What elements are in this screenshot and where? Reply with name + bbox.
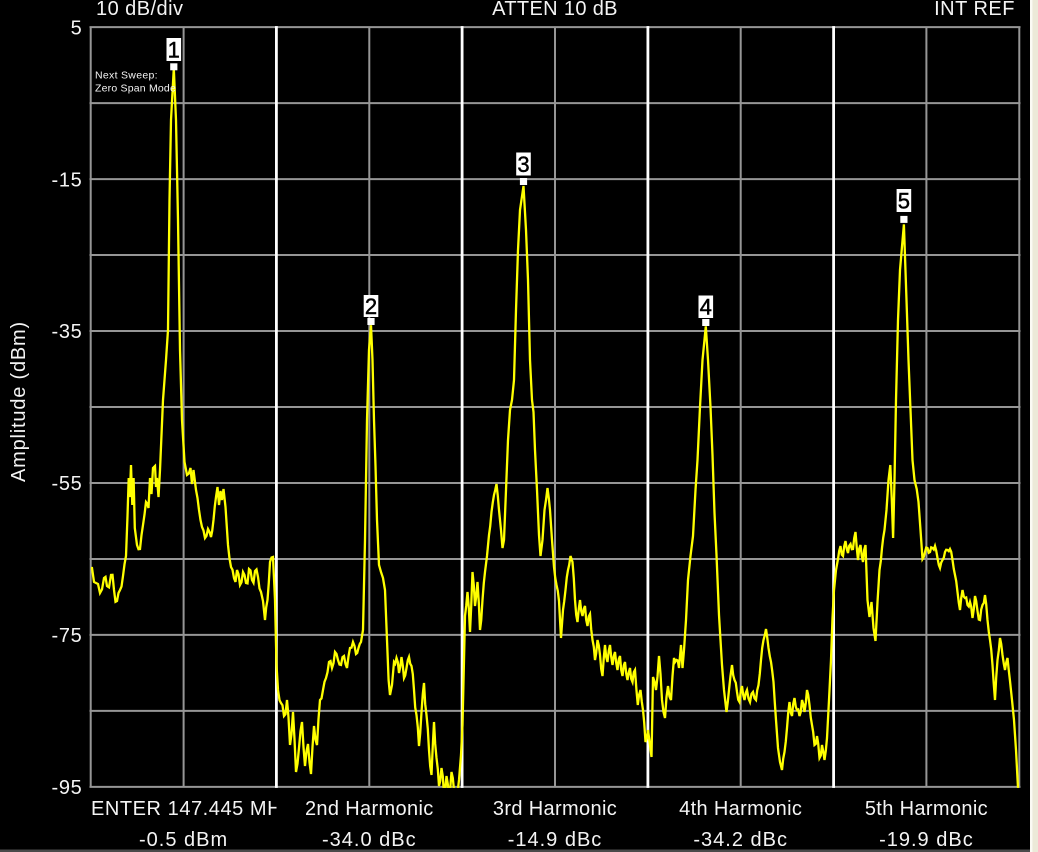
svg-text:-15: -15 [51, 169, 82, 191]
svg-text:-75: -75 [51, 625, 82, 647]
svg-text:ATTEN 10 dB: ATTEN 10 dB [492, 0, 618, 20]
svg-text:3rd Harmonic: 3rd Harmonic [493, 798, 617, 820]
svg-text:ENTER 147.445 MHz: ENTER 147.445 MHz [91, 798, 293, 820]
svg-text:5: 5 [898, 188, 910, 213]
svg-text:10 dB/div: 10 dB/div [96, 0, 183, 20]
svg-text:5: 5 [71, 17, 83, 39]
svg-text:2nd Harmonic: 2nd Harmonic [305, 798, 434, 820]
svg-text:-0.5 dBm: -0.5 dBm [139, 829, 228, 851]
svg-text:-19.9 dBc: -19.9 dBc [879, 829, 974, 851]
svg-text:1: 1 [168, 37, 180, 62]
svg-text:-35: -35 [51, 321, 82, 343]
svg-text:-95: -95 [51, 777, 82, 799]
svg-text:Amplitude (dBm): Amplitude (dBm) [8, 321, 30, 482]
svg-text:-55: -55 [51, 473, 82, 495]
svg-text:4: 4 [700, 295, 712, 320]
svg-text:5th Harmonic: 5th Harmonic [865, 798, 988, 820]
svg-text:Next Sweep:: Next Sweep: [95, 70, 158, 82]
svg-text:2: 2 [365, 294, 377, 319]
svg-text:4th Harmonic: 4th Harmonic [679, 798, 802, 820]
svg-text:INT REF: INT REF [934, 0, 1015, 20]
svg-text:-34.2 dBc: -34.2 dBc [693, 829, 788, 851]
svg-text:Zero Span Mode: Zero Span Mode [95, 83, 176, 95]
svg-text:-14.9 dBc: -14.9 dBc [508, 829, 603, 851]
svg-text:3: 3 [517, 152, 529, 177]
svg-text:-34.0 dBc: -34.0 dBc [322, 829, 417, 851]
